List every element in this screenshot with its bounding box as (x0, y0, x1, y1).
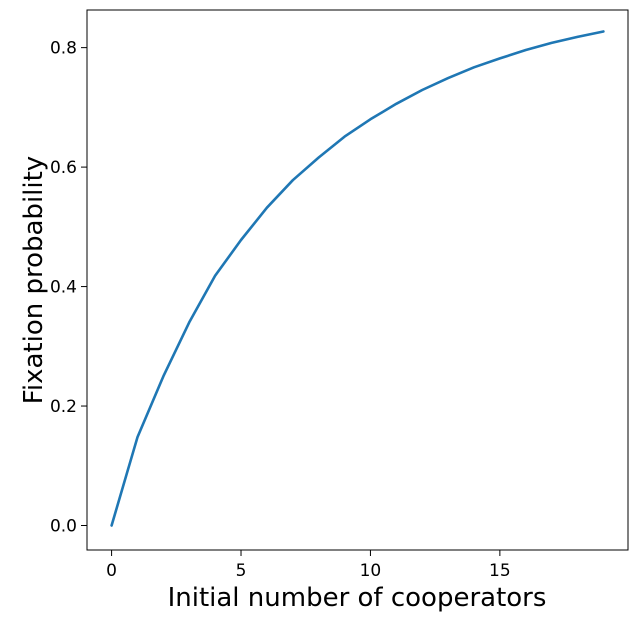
x-axis-label: Initial number of cooperators (168, 583, 547, 613)
x-tick-label: 5 (236, 561, 247, 581)
x-tick-label: 0 (106, 561, 117, 581)
x-axis-ticks: 0 5 10 15 (106, 550, 511, 581)
x-tick-label: 15 (489, 561, 511, 581)
x-tick-label: 10 (360, 561, 382, 581)
y-axis-ticks: 0.0 0.2 0.4 0.6 0.8 (50, 39, 87, 537)
y-tick-label: 0.6 (50, 158, 77, 178)
plot-area (87, 10, 628, 550)
y-tick-label: 0.0 (50, 517, 77, 537)
y-tick-label: 0.8 (50, 39, 77, 59)
y-tick-label: 0.2 (50, 397, 77, 417)
y-tick-label: 0.4 (50, 278, 77, 298)
y-axis-label: Fixation probability (19, 156, 49, 404)
